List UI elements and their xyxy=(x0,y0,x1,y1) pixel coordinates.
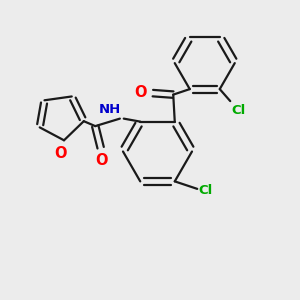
Text: Cl: Cl xyxy=(231,103,245,116)
Text: Cl: Cl xyxy=(199,184,213,197)
Text: O: O xyxy=(54,146,67,161)
Text: O: O xyxy=(134,85,147,100)
Text: NH: NH xyxy=(98,103,121,116)
Text: O: O xyxy=(95,153,107,168)
